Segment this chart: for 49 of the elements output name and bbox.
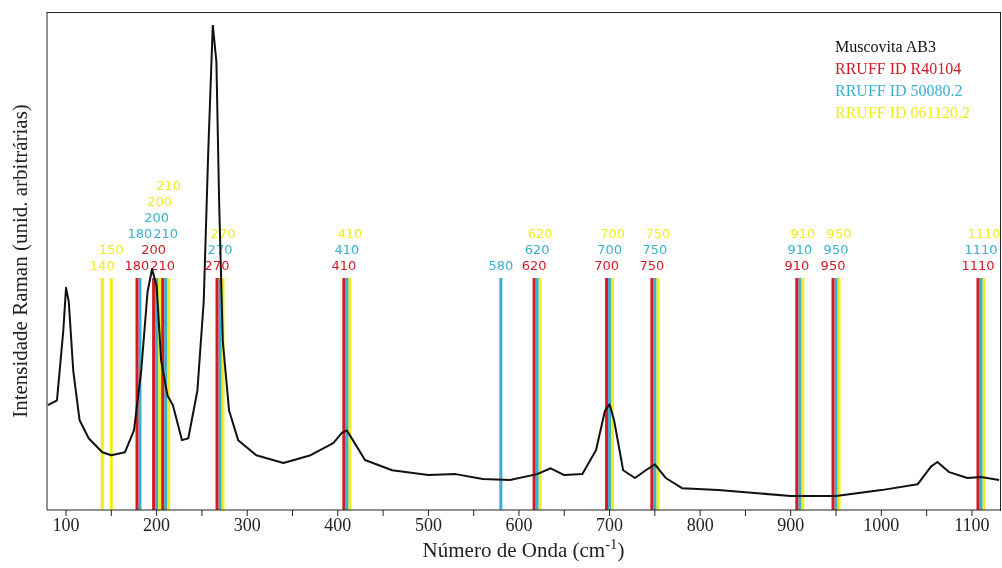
ref-line-label: 150 (98, 242, 124, 257)
ref-line-label: 950 (826, 226, 852, 241)
ref-line-label: 620 (527, 226, 553, 241)
ref-line-label: 910 (784, 258, 810, 273)
ref-line-label: 580 (488, 258, 514, 273)
ref-line-label: 950 (823, 242, 849, 257)
x-tick-label: 200 (143, 514, 171, 535)
ref-line-label: 910 (787, 242, 813, 257)
x-tick-label: 100 (52, 514, 80, 535)
ref-line-label: 200 (141, 242, 167, 257)
ref-line-label: 1110 (961, 258, 995, 273)
ref-line-label: 410 (337, 226, 363, 241)
annotation: RRUFF ID R40104 (835, 59, 963, 79)
ref-line-label: 140 (89, 258, 115, 273)
ref-line-label: 700 (597, 242, 622, 257)
x-tick-label: 900 (777, 514, 805, 535)
ref-line-label: 750 (645, 226, 671, 241)
ref-line-label: 200 (144, 210, 170, 225)
x-tick-label: 300 (233, 514, 261, 535)
ref-line-label: 180 (124, 258, 150, 273)
y-axis-title: Intensidade Raman (unid. arbitrárias) (7, 104, 32, 418)
ref-line-label: 750 (639, 258, 665, 273)
ref-line-label: 410 (334, 242, 360, 257)
ref-line-label: 750 (642, 242, 668, 257)
ref-line-label: 410 (331, 258, 357, 273)
ref-line-label: 700 (600, 226, 625, 241)
ref-line-label: 200 (147, 194, 173, 209)
ref-line-label: 620 (524, 242, 550, 257)
ref-line-label: 950 (820, 258, 846, 273)
ref-line-label: 910 (790, 226, 816, 241)
ref-line-label: 620 (521, 258, 547, 273)
x-tick-label: 1000 (863, 514, 900, 535)
ref-line-label: 180 (127, 226, 153, 241)
ref-line-label: 1110 (967, 226, 1001, 241)
ref-line-label: 700 (594, 258, 619, 273)
x-axis-title: Número de Onda (cm$^{-1}$) (422, 536, 625, 562)
ref-line-label: 210 (153, 226, 179, 241)
annotation: RRUFF ID 061120.2 (835, 103, 970, 123)
x-tick-label: 1100 (954, 514, 990, 535)
text: Muscovita AB3 (835, 37, 937, 57)
ref-line-label: 210 (150, 258, 176, 273)
annotation: RRUFF ID 50080.2 (835, 81, 964, 101)
x-tick-label: 600 (505, 514, 533, 535)
x-tick-label: 500 (414, 514, 442, 535)
x-tick-label: 400 (324, 514, 352, 535)
ref-line-label: 210 (156, 178, 182, 193)
x-tick-label: 700 (596, 514, 624, 535)
x-tick-label: 800 (686, 514, 714, 535)
ref-line-label: 1110 (964, 242, 998, 257)
